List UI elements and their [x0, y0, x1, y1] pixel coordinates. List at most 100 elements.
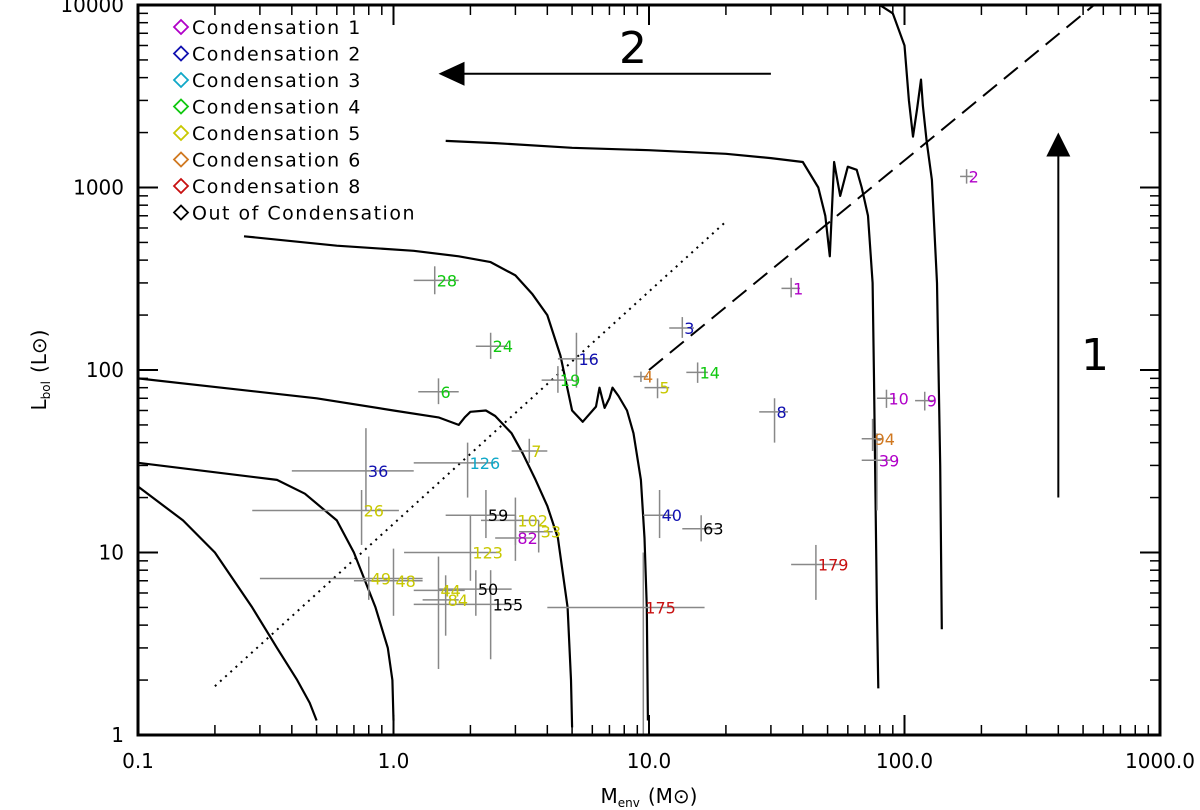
point-label-59: 59 [488, 506, 508, 525]
error-bar-48 [353, 548, 423, 616]
error-bar-84 [422, 575, 459, 636]
point-label-26: 26 [364, 501, 384, 520]
error-bar-16 [557, 332, 596, 388]
legend-item-1: Condensation 1 [172, 17, 362, 39]
point-label-9: 9 [927, 392, 937, 411]
x-tick-label: 1.0 [378, 749, 410, 773]
point-label-63: 63 [703, 520, 723, 539]
y-tick-label: 1000 [73, 176, 124, 200]
legend-label: Condensation 8 [192, 176, 362, 198]
x-axis-title: Menv (M⊙) [601, 784, 698, 810]
error-bar-10 [876, 389, 896, 408]
error-bar-40 [643, 490, 674, 539]
point-label-179: 179 [818, 555, 849, 574]
error-bar-50 [438, 570, 512, 616]
error-bar-39 [861, 433, 891, 511]
error-bar-36 [291, 428, 414, 511]
point-label-48: 48 [396, 572, 416, 591]
legend-item-5: Condensation 5 [172, 123, 362, 145]
error-bar-8 [759, 398, 789, 443]
evolution-track-6 [873, 5, 943, 630]
evolution-track-3 [138, 377, 574, 728]
legend-diamond-icon [172, 204, 190, 221]
y-tick-label: 10 [99, 541, 124, 565]
legend-label: Out of Condensation [192, 203, 416, 225]
legend-item-7: Condensation 8 [172, 176, 362, 198]
error-bar-4 [633, 371, 648, 382]
error-bar-1 [781, 277, 801, 298]
point-label-6: 6 [440, 383, 450, 402]
point-label-44: 44 [440, 581, 460, 600]
point-label-2: 2 [969, 167, 979, 186]
point-label-175: 175 [645, 598, 676, 617]
error-bars [252, 169, 973, 735]
point-label-16: 16 [578, 350, 598, 369]
error-bar-179 [791, 544, 841, 600]
error-bar-175 [547, 552, 705, 735]
evolution-tracks [138, 5, 943, 728]
point-label-94: 94 [875, 430, 895, 449]
legend-label: Condensation 1 [192, 17, 362, 39]
error-bar-7 [511, 438, 548, 463]
point-label-3: 3 [684, 319, 694, 338]
point-label-36: 36 [368, 462, 388, 481]
legend-diamond-icon [172, 18, 190, 36]
error-bar-14 [686, 362, 708, 383]
error-bar-123 [404, 515, 500, 581]
error-bar-33 [519, 520, 553, 553]
evolution-track-4 [243, 235, 649, 721]
point-label-14: 14 [700, 363, 720, 382]
error-bar-102 [480, 497, 539, 545]
legend-item-6: Condensation 6 [172, 150, 362, 172]
legend-item-2: Condensation 2 [172, 44, 362, 66]
point-label-28: 28 [437, 271, 457, 290]
x-tick-label: 0.1 [122, 749, 154, 773]
error-bar-5 [644, 378, 670, 399]
x-tick-label: 1000.0 [1125, 749, 1195, 773]
y-tick-label: 10000 [60, 0, 124, 17]
legend-label: Condensation 6 [192, 150, 362, 172]
dashed-line [648, 5, 1096, 371]
point-label-19: 19 [560, 371, 580, 390]
point-label-102: 102 [517, 511, 548, 530]
legend: Condensation 1 Condensation 2 Condensation… [172, 17, 416, 225]
error-bar-44 [413, 556, 465, 669]
point-label-40: 40 [662, 506, 682, 525]
error-bar-19 [541, 366, 573, 393]
legend-label: Condensation 3 [192, 70, 362, 92]
point-label-8: 8 [777, 403, 787, 422]
error-bar-2 [960, 169, 973, 184]
x-tick-label: 10.0 [627, 749, 672, 773]
legend-item-4: Condensation 4 [172, 97, 362, 119]
point-label-50: 50 [478, 580, 498, 599]
error-bar-24 [475, 332, 508, 359]
point-label-7: 7 [531, 442, 541, 461]
evolution-track-1 [138, 485, 318, 721]
legend-label: Condensation 5 [192, 123, 362, 145]
legend-diamond-icon [172, 151, 190, 168]
point-label-49: 49 [371, 570, 391, 589]
point-label-155: 155 [493, 595, 524, 614]
error-bar-63 [682, 515, 718, 542]
point-label-126: 126 [470, 454, 501, 473]
point-label-33: 33 [541, 523, 561, 542]
arrow-2-label: 2 [619, 23, 647, 74]
error-bar-155 [413, 570, 516, 660]
error-bar-59 [445, 490, 516, 539]
x-tick-label: 100.0 [876, 749, 933, 773]
legend-label: Condensation 4 [192, 97, 362, 119]
legend-item-8: Out of Condensation [172, 203, 416, 225]
error-bar-28 [413, 266, 459, 295]
legend-diamond-icon [172, 98, 190, 115]
dotted-line [214, 220, 727, 687]
legend-diamond-icon [172, 71, 190, 89]
legend-label: Condensation 2 [192, 44, 362, 66]
point-label-4: 4 [643, 368, 653, 387]
error-bar-49 [259, 556, 423, 600]
point-label-82: 82 [517, 529, 537, 548]
point-label-84: 84 [448, 591, 468, 610]
arrow-2-head [438, 61, 465, 86]
reference-lines [214, 5, 1096, 687]
legend-item-3: Condensation 3 [172, 70, 362, 92]
